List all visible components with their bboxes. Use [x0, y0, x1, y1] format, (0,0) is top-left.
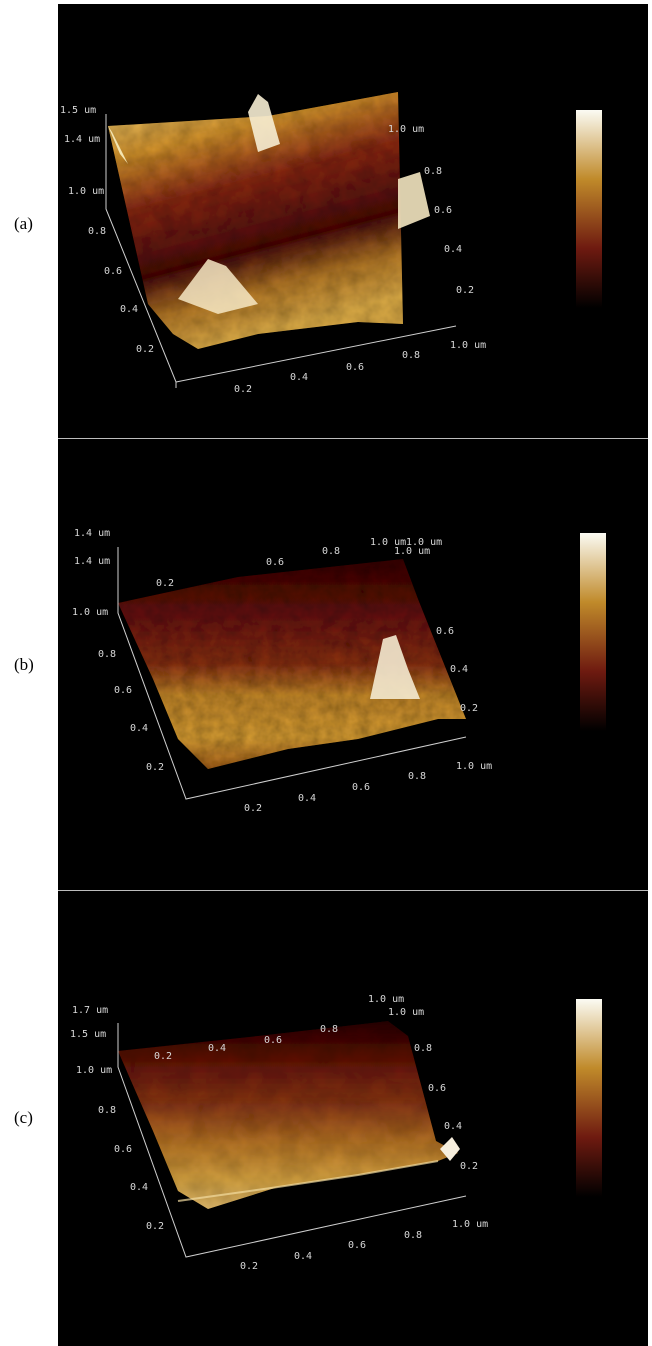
y-tick-a-2: 0.4: [120, 304, 138, 315]
back-tick-c-5: 1.0 um: [368, 994, 404, 1005]
x-tick-b-2: 0.4: [298, 793, 316, 804]
back-tick-b-5: 1.0 um: [370, 537, 406, 548]
color-scale-a: [576, 110, 602, 308]
r-tick-c-4: 0.8: [414, 1043, 432, 1054]
x-corner-a: 1.0 um: [388, 124, 424, 135]
y-corner-c: 1.0 um: [76, 1065, 112, 1076]
x-tick-c-1: 0.2: [240, 1261, 258, 1272]
r-tick-b-1: 0.2: [460, 703, 478, 714]
y-tick-c-1: 0.2: [146, 1221, 164, 1232]
panel-c-label: (c): [14, 1108, 33, 1127]
back-tick-c-3: 0.6: [264, 1035, 282, 1046]
back-tick-b-3: 0.6: [266, 557, 284, 568]
x-tick-c-2: 0.4: [294, 1251, 312, 1262]
y-tick-b-2: 0.4: [130, 723, 148, 734]
y-tick-a-1: 0.2: [136, 344, 154, 355]
r-tick-a-4: 0.8: [424, 166, 442, 177]
x-tick-c-4: 0.8: [404, 1230, 422, 1241]
y-tick-c-2: 0.4: [130, 1182, 148, 1193]
afm-panel-c: 1.7 um 1.5 um 1.0 um 0.2 0.4 0.6 0.8 1.0…: [58, 891, 648, 1346]
r-tick-b-2: 0.4: [450, 664, 468, 675]
color-scale-c: [576, 999, 602, 1197]
peak-a2: [248, 94, 280, 152]
x-tick-a-5: 1.0 um: [450, 340, 486, 351]
r-tick-a-2: 0.4: [444, 244, 462, 255]
peak-c1: [440, 1137, 460, 1161]
afm-surface-a: 1.5 um 1.4 um 1.0 um 1.0 um 0.8 0.6 0.4 …: [60, 92, 602, 395]
y-tick-a-3: 0.6: [104, 266, 122, 277]
panel-a-label: (a): [14, 214, 33, 233]
color-scale-b: [580, 533, 606, 731]
r-tick-c-3: 0.6: [428, 1083, 446, 1094]
z-top-c: 1.7 um: [72, 1005, 108, 1016]
surface-c: [118, 1021, 458, 1209]
z-mid-a: 1.4 um: [64, 134, 100, 145]
peak-a1: [108, 126, 128, 164]
afm-surface-b: 1.4 um 1.4 um 1.0 um 0.2 0.6 0.8 1.0 um …: [72, 528, 606, 814]
x-tick-b-1: 0.2: [244, 803, 262, 814]
z-mid-b: 1.4 um: [74, 556, 110, 567]
afm-surface-c: 1.7 um 1.5 um 1.0 um 0.2 0.4 0.6 0.8 1.0…: [70, 994, 602, 1272]
y-tick-b-3: 0.6: [114, 685, 132, 696]
back-tick-b-1: 0.2: [156, 578, 174, 589]
x-corner-c: 1.0 um: [388, 1007, 424, 1018]
back-tick-c-1: 0.2: [154, 1051, 172, 1062]
peak-a3: [398, 172, 430, 229]
y-tick-b-4: 0.8: [98, 649, 116, 660]
divider-1: [58, 438, 648, 439]
x-tick-c-3: 0.6: [348, 1240, 366, 1251]
y-tick-b-1: 0.2: [146, 762, 164, 773]
back-tick-c-2: 0.4: [208, 1043, 226, 1054]
y-tick-c-3: 0.6: [114, 1144, 132, 1155]
y-corner-a: 1.0 um: [68, 186, 104, 197]
peak-a4: [178, 259, 258, 314]
x-tick-b-4: 0.8: [408, 771, 426, 782]
afm-panel-a: 1.5 um 1.4 um 1.0 um 1.0 um 0.8 0.6 0.4 …: [58, 4, 648, 438]
y-tick-a-4: 0.8: [88, 226, 106, 237]
z-top-b: 1.4 um: [74, 528, 110, 539]
z-mid-c: 1.5 um: [70, 1029, 106, 1040]
back-tick-c-4: 0.8: [320, 1024, 338, 1035]
peak-b1: [370, 635, 420, 699]
r-tick-c-2: 0.4: [444, 1121, 462, 1132]
x-tick-a-2: 0.4: [290, 372, 308, 383]
x-tick-b-5: 1.0 um: [456, 761, 492, 772]
r-tick-b-3: 0.6: [436, 626, 454, 637]
r-tick-b-4: 1.0 um: [406, 537, 442, 548]
r-tick-a-1: 0.2: [456, 285, 474, 296]
rim-c: [177, 1160, 439, 1202]
panel-b-label: (b): [14, 655, 34, 674]
y-corner-b: 1.0 um: [72, 607, 108, 618]
x-corner-b: 1.0 um: [394, 546, 430, 557]
surface-b: [118, 559, 466, 769]
back-tick-b-4: 0.8: [322, 546, 340, 557]
afm-panel-b: 1.4 um 1.4 um 1.0 um 0.2 0.6 0.8 1.0 um …: [58, 439, 648, 890]
r-tick-a-3: 0.6: [434, 205, 452, 216]
x-tick-a-1: 0.2: [234, 384, 252, 395]
z-top-a: 1.5 um: [60, 105, 96, 116]
x-tick-a-3: 0.6: [346, 362, 364, 373]
x-tick-a-4: 0.8: [402, 350, 420, 361]
r-tick-c-1: 0.2: [460, 1161, 478, 1172]
x-tick-b-3: 0.6: [352, 782, 370, 793]
y-tick-c-4: 0.8: [98, 1105, 116, 1116]
surface-a: [108, 92, 403, 349]
divider-2: [58, 890, 648, 891]
x-tick-c-5: 1.0 um: [452, 1219, 488, 1230]
